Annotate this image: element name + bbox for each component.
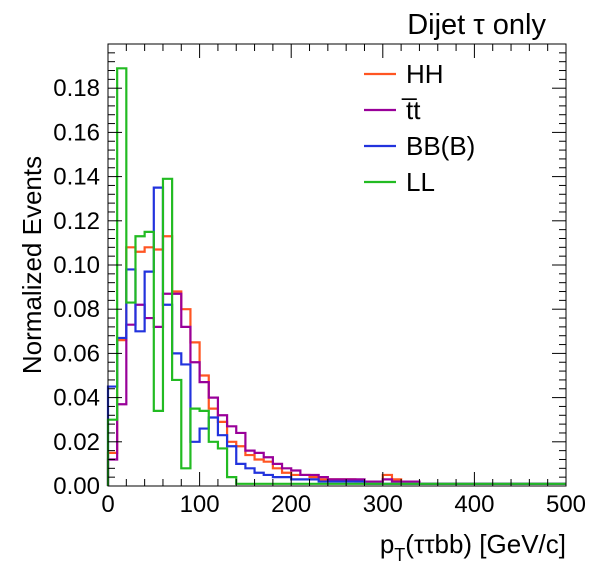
x-tick-label: 0 [101, 491, 114, 518]
x-tick-label: 400 [454, 491, 494, 518]
legend-label-ttbar: t̅t [401, 95, 421, 125]
y-tick-label: 0.18 [53, 75, 100, 102]
plot-area-border [107, 43, 567, 487]
legend-label-bbb: BB(B) [406, 131, 475, 161]
x-tick-label: 100 [180, 491, 220, 518]
plot-frame [107, 43, 567, 487]
y-axis-title: Normalized Events [17, 156, 47, 374]
y-tick-label: 0.00 [53, 473, 100, 500]
y-tick-label: 0.14 [53, 164, 100, 191]
y-tick-label: 0.02 [53, 429, 100, 456]
x-tick-label: 300 [363, 491, 403, 518]
x-axis-title-main: p [380, 529, 394, 559]
chart-title: Dijet τ only [407, 9, 546, 41]
series-hh-histogram [106, 235, 566, 486]
y-tick-label: 0.04 [53, 385, 100, 412]
series-bbb-histogram [106, 186, 566, 486]
series-ttbar-histogram [106, 292, 566, 486]
axis-ticks [107, 44, 567, 487]
x-axis-title-rest: (ττbb) [GeV/c] [405, 529, 566, 559]
y-tick-label: 0.10 [53, 252, 100, 279]
y-tick-label: 0.06 [53, 340, 100, 367]
legend: HH t̅t BB(B) LL [364, 59, 475, 197]
legend-label-ll: LL [406, 167, 435, 197]
legend-label-hh: HH [406, 59, 444, 89]
tick-labels: 0 100 200 300 400 500 0.00 0.02 0.04 0.06 0.08 0.10… [53, 75, 586, 518]
y-tick-label: 0.16 [53, 119, 100, 146]
series-ll-histogram [106, 67, 566, 486]
y-tick-label: 0.12 [53, 208, 100, 235]
x-axis-title-subscript: T [394, 545, 405, 565]
series-layer [106, 67, 566, 486]
x-tick-label: 500 [546, 491, 586, 518]
x-axis-title: pT(ττbb) [GeV/c] [380, 529, 566, 565]
x-tick-label: 200 [271, 491, 311, 518]
y-tick-label: 0.08 [53, 296, 100, 323]
